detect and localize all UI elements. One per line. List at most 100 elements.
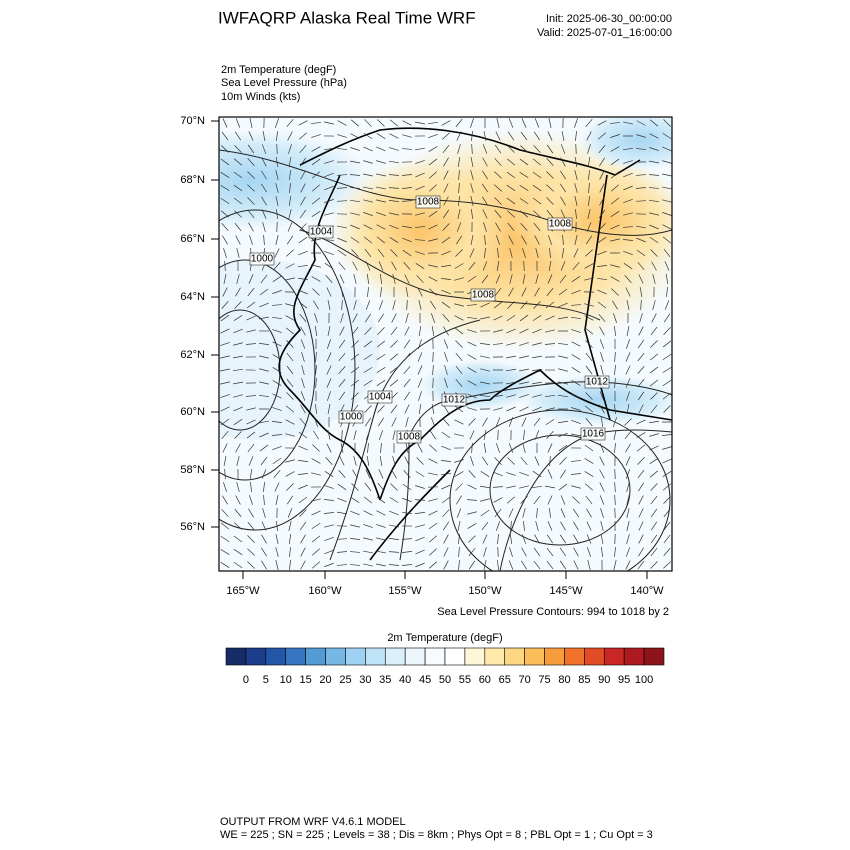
wind-barb [600, 508, 604, 518]
wind-barb [471, 130, 473, 142]
wind-barb [428, 276, 438, 282]
wind-barb [650, 561, 658, 569]
wind-barb [379, 274, 383, 284]
wind-barb [415, 147, 425, 151]
init-time: Init: 2025-06-30_00:00:00 [546, 13, 672, 25]
wind-barb [350, 366, 360, 374]
wind-barb [390, 249, 398, 257]
wind-barb [300, 170, 306, 180]
wind-barb [338, 261, 346, 271]
wind-barb [338, 352, 346, 362]
wind-barb [337, 134, 347, 138]
wind-barb [272, 457, 282, 465]
wind-barb [259, 302, 269, 308]
wind-barb [415, 536, 425, 542]
wind-barb [623, 251, 633, 255]
wind-barb [611, 184, 619, 192]
wind-barb [457, 144, 461, 154]
wind-barb [626, 469, 630, 479]
wind-barb [416, 457, 424, 465]
wind-barb [327, 391, 331, 401]
wind-barb [220, 418, 230, 426]
wind-barb [649, 353, 659, 361]
wind-barb [233, 171, 243, 179]
wind-barb [666, 286, 668, 298]
wind-barb [600, 521, 604, 531]
wind-barb [454, 327, 464, 335]
wind-barb [440, 278, 452, 280]
wind-barb [623, 185, 633, 191]
wind-barb [470, 170, 474, 180]
wind-barb [259, 316, 269, 320]
wind-barb [571, 419, 581, 425]
wind-barb [402, 237, 412, 243]
wind-barb [597, 120, 607, 126]
wind-barb [614, 364, 616, 376]
wind-barb [494, 287, 502, 297]
wind-barb [312, 288, 320, 296]
wind-barb [261, 534, 267, 544]
wind-barb [584, 483, 594, 491]
wind-barb [275, 495, 279, 505]
wind-barb [298, 236, 308, 244]
wind-barb [650, 495, 658, 505]
wind-barb [493, 407, 503, 411]
wind-barb [417, 352, 423, 362]
wind-barb [558, 420, 568, 424]
wind-barb [571, 341, 581, 347]
wind-barb [311, 211, 321, 217]
wind-barb [250, 481, 252, 493]
wind-barb [377, 405, 385, 413]
field-label: 2m Temperature (degF) [221, 64, 336, 76]
wind-barb [339, 274, 345, 284]
wind-barb [442, 418, 450, 426]
wind-barb [571, 290, 581, 294]
wind-barb [388, 564, 400, 566]
wind-barb [390, 326, 398, 336]
wind-barb [610, 224, 620, 230]
wind-barb [546, 547, 554, 557]
wind-barb [558, 355, 568, 359]
wind-barb [481, 170, 489, 180]
wind-barb [249, 235, 253, 245]
wind-barb [300, 391, 306, 401]
wind-barb [572, 508, 580, 518]
wind-barb [285, 315, 295, 321]
wind-barb [494, 158, 502, 166]
wind-barb [483, 222, 487, 232]
wind-barb [377, 482, 385, 492]
wind-barb [494, 508, 502, 518]
wind-barb [275, 170, 279, 180]
wind-barb [376, 186, 386, 190]
wind-barb [610, 210, 620, 218]
wind-barb [574, 196, 578, 206]
contour-note: Sea Level Pressure Contours: 994 to 1018… [437, 606, 669, 618]
wind-barb [637, 391, 645, 401]
colorbar-label: 50 [439, 674, 451, 686]
colorbar-label: 90 [598, 674, 610, 686]
wind-barb [651, 261, 657, 271]
wind-barb [388, 538, 400, 540]
wind-barb [662, 132, 672, 140]
wind-barb [625, 352, 631, 362]
wind-barb [532, 406, 542, 412]
wind-barb [363, 340, 373, 348]
wind-barb [246, 419, 256, 425]
wind-barb [274, 248, 280, 258]
wind-barb [415, 121, 425, 125]
wind-barb [496, 118, 500, 128]
wind-barb [338, 366, 346, 374]
wind-barb [314, 404, 318, 414]
wind-barb [428, 121, 438, 125]
wind-barb [637, 339, 645, 349]
colorbar-swatch [584, 647, 605, 666]
wind-barb [481, 456, 489, 466]
contour-label-box [308, 225, 334, 239]
wind-barb [261, 170, 267, 180]
wind-barb [470, 118, 474, 128]
wind-barb [415, 172, 425, 178]
wind-barb [638, 521, 644, 531]
wind-barb [497, 247, 499, 259]
wind-barb [493, 329, 503, 333]
wind-barb [571, 367, 581, 373]
